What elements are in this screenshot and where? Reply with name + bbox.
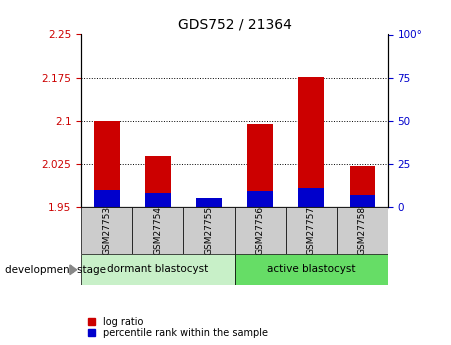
Text: GSM27754: GSM27754 (153, 206, 162, 255)
Bar (350, 195, 375, 207)
Bar (337, 207, 388, 254)
Text: GSM27757: GSM27757 (307, 206, 316, 255)
Text: active blastocyst: active blastocyst (267, 264, 355, 274)
Bar (350, 166, 375, 207)
Bar (145, 193, 170, 207)
Bar (299, 77, 324, 207)
Bar (94, 121, 120, 207)
Bar (81, 254, 235, 285)
Bar (235, 254, 388, 285)
Bar (196, 198, 222, 207)
Text: GSM27755: GSM27755 (204, 206, 213, 255)
Bar (132, 207, 184, 254)
Bar (196, 198, 222, 207)
Text: GSM27753: GSM27753 (102, 206, 111, 255)
Bar (94, 190, 120, 207)
Text: GSM27756: GSM27756 (256, 206, 265, 255)
Bar (247, 124, 273, 207)
Bar (285, 207, 337, 254)
Bar (235, 207, 285, 254)
Bar (247, 191, 273, 207)
Text: dormant blastocyst: dormant blastocyst (107, 264, 208, 274)
Bar (299, 188, 324, 207)
Bar (145, 156, 170, 207)
Text: development stage: development stage (5, 265, 106, 275)
Title: GDS752 / 21364: GDS752 / 21364 (178, 18, 291, 32)
Bar (81, 207, 132, 254)
Bar (184, 207, 235, 254)
Text: GSM27758: GSM27758 (358, 206, 367, 255)
Legend: log ratio, percentile rank within the sample: log ratio, percentile rank within the sa… (86, 315, 270, 340)
